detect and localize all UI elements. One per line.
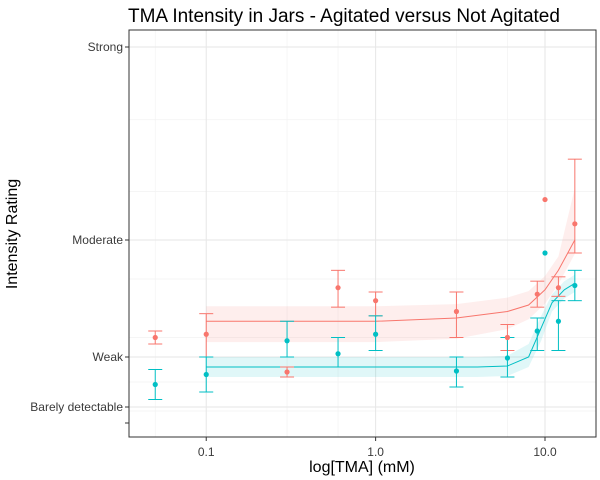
confidence-band-1 <box>206 188 575 343</box>
panel-background <box>129 30 596 437</box>
data-point <box>203 331 209 337</box>
data-point <box>335 351 341 357</box>
data-point <box>542 250 548 256</box>
fit-curve-2 <box>206 282 576 368</box>
data-points <box>152 196 578 388</box>
fit-curve-1 <box>206 239 576 322</box>
data-point <box>572 282 578 289</box>
y-tick-label: Barely detectable <box>30 400 123 414</box>
data-point <box>373 331 379 337</box>
x-tick-label: 1.0 <box>367 445 384 459</box>
panel-border <box>128 29 597 438</box>
data-point <box>504 355 511 361</box>
plot-panel <box>128 29 597 438</box>
x-axis-ticks: 0.1 1.0 10.0 <box>198 437 557 459</box>
x-axis-title: log[TMA] (mM) <box>309 459 415 476</box>
fit-curves <box>206 239 576 368</box>
data-point <box>534 328 540 334</box>
data-point <box>203 371 209 378</box>
y-tick-label: Weak <box>93 350 124 364</box>
data-point <box>335 285 341 291</box>
data-point <box>453 308 460 315</box>
x-tick-label: 10.0 <box>533 445 557 459</box>
data-point <box>373 298 379 304</box>
data-point <box>284 338 290 344</box>
y-axis-ticks: Barely detectable Weak Moderate Strong <box>30 40 129 424</box>
data-point <box>555 285 562 291</box>
y-tick-label: Moderate <box>72 233 123 247</box>
x-tick-label: 0.1 <box>198 445 215 459</box>
data-point <box>534 291 540 297</box>
data-point <box>555 318 562 324</box>
data-point <box>542 196 548 203</box>
error-bar <box>449 291 464 338</box>
data-point <box>284 369 290 375</box>
data-point <box>152 334 158 341</box>
y-axis-title: Intensity Rating <box>4 179 21 289</box>
error-bar <box>551 300 566 351</box>
gridlines <box>129 30 596 437</box>
data-point <box>572 221 578 227</box>
data-point <box>504 334 511 341</box>
data-point <box>453 368 460 374</box>
error-bar <box>567 158 582 254</box>
y-tick-label: Strong <box>88 40 123 54</box>
chart-title: TMA Intensity in Jars - Agitated versus … <box>128 6 560 27</box>
data-point <box>152 381 158 388</box>
error-bar <box>530 317 545 351</box>
